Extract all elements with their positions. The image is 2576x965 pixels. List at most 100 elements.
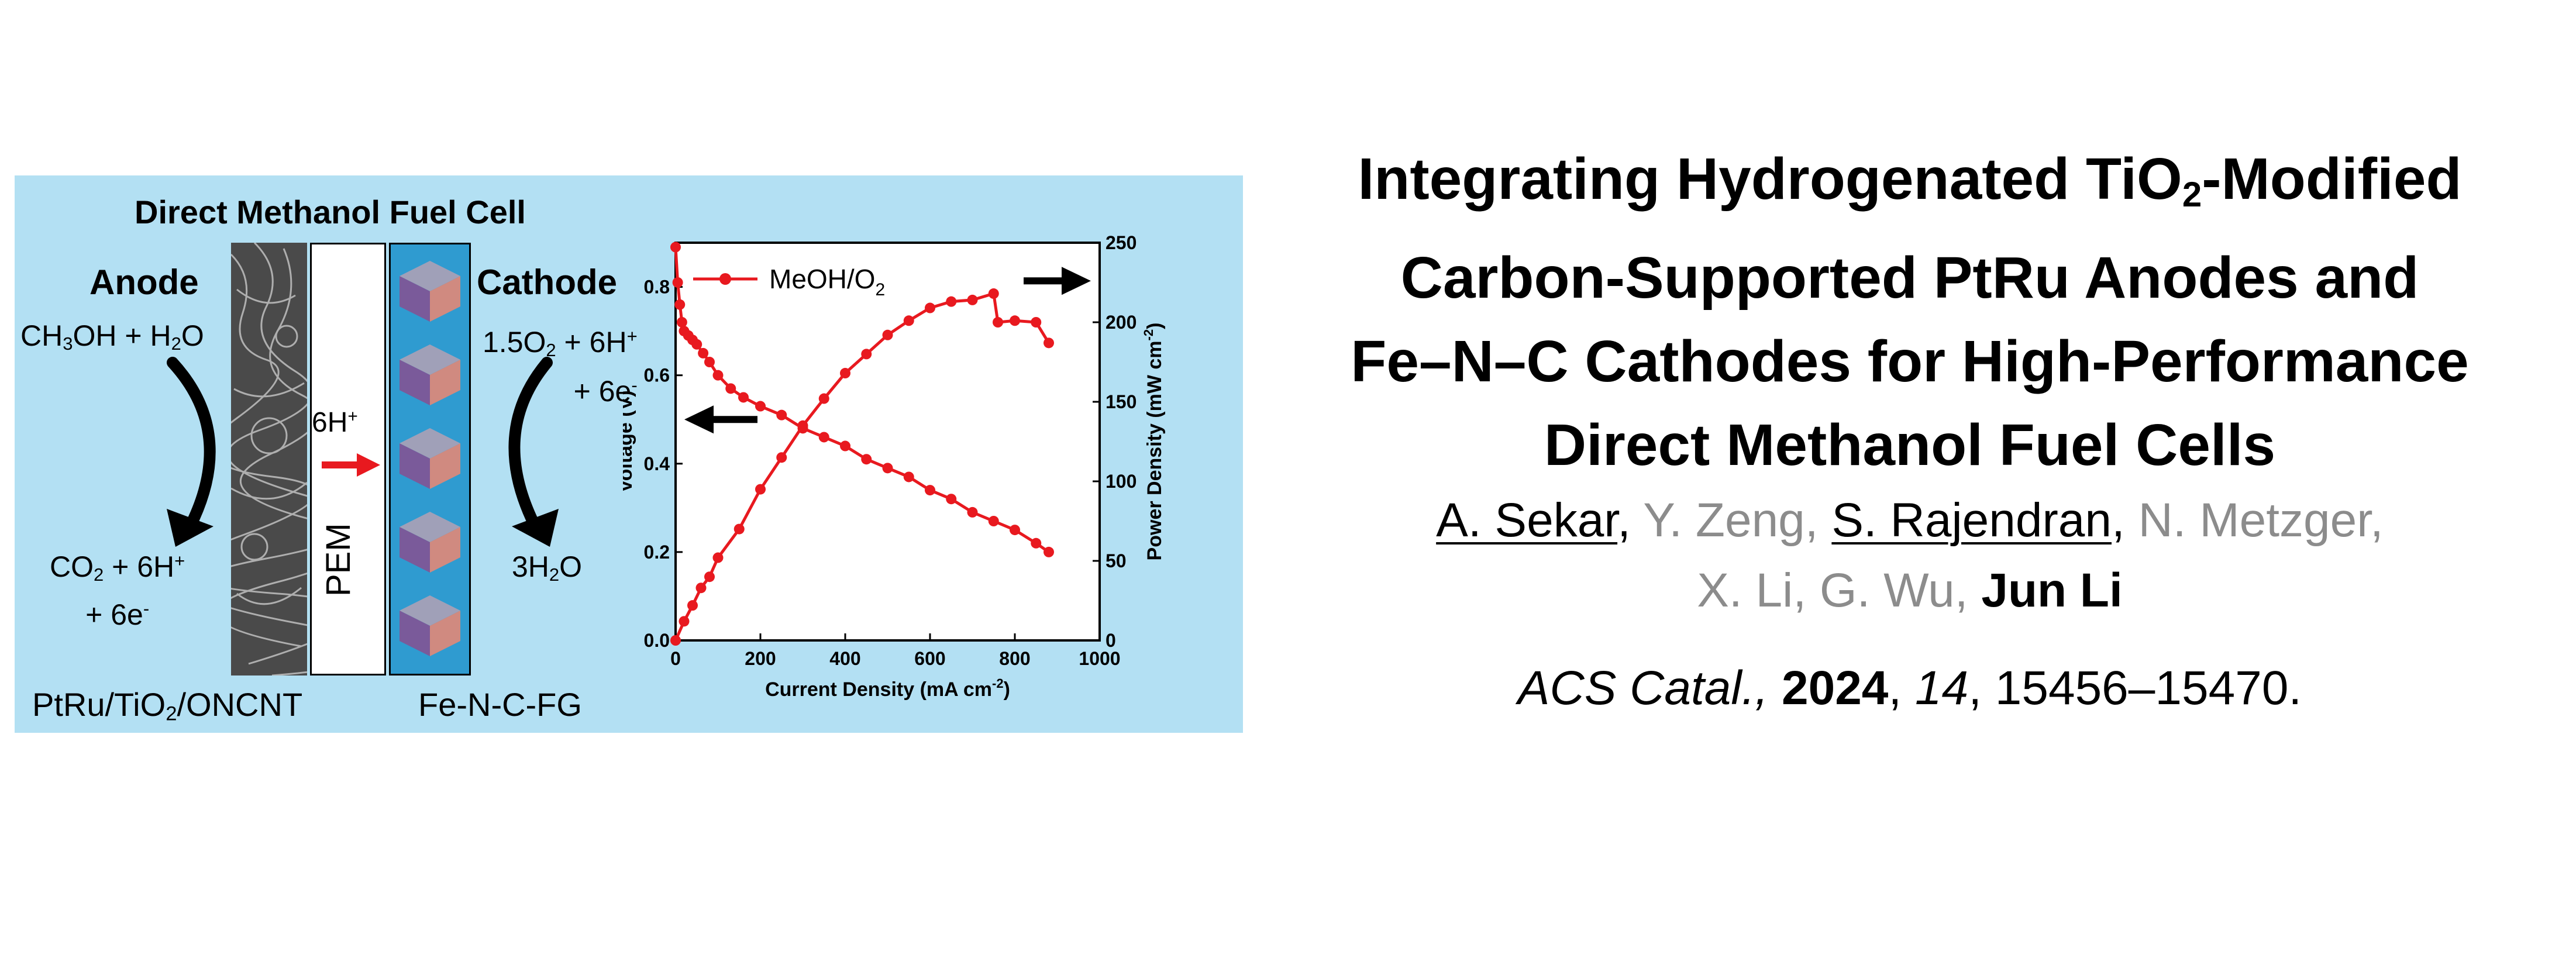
data-point-voltage — [1010, 525, 1020, 536]
title-line-1: Integrating Hydrogenated TiO2-Modified — [1358, 146, 2462, 215]
legend-label: MeOH/O2 — [769, 264, 885, 299]
author-name: G. Wu — [1819, 564, 1955, 617]
data-point-power — [670, 635, 681, 646]
author-list: A. Sekar, Y. Zeng, S. Rajendran, N. Metz… — [1436, 494, 2384, 617]
cathode-label: Cathode — [477, 263, 617, 302]
x-tick-label: 1000 — [1079, 648, 1120, 669]
proton-arrow-icon — [322, 453, 380, 477]
journal-citation: ACS Catal., 2024, 14, 15456–15470. — [1517, 661, 2302, 715]
data-point-voltage — [776, 409, 787, 421]
y-left-tick-label: 0.4 — [644, 453, 670, 474]
data-point-power — [946, 296, 957, 307]
data-point-power — [818, 393, 829, 404]
data-point-power — [1010, 315, 1020, 326]
publication-year: 2024 — [1781, 661, 1889, 715]
data-point-voltage — [988, 516, 999, 526]
x-tick-label: 400 — [829, 648, 860, 669]
data-point-power — [755, 484, 766, 495]
data-point-voltage — [1044, 546, 1054, 557]
y-left-tick-label: 0.0 — [644, 630, 670, 651]
toc-graphic-panel: Direct Methanol Fuel Cell Anode Cathode … — [15, 175, 1243, 733]
anode-label: Anode — [89, 263, 199, 302]
data-point-power — [925, 302, 935, 313]
data-point-voltage — [925, 485, 935, 496]
title-line-4: Direct Methanol Fuel Cells — [1544, 412, 2276, 478]
pem-membrane — [310, 243, 386, 676]
data-point-power — [797, 420, 808, 431]
chart-legend: MeOH/O2 — [693, 264, 885, 299]
anode-texture — [231, 243, 307, 676]
data-point-power — [861, 349, 872, 360]
data-point-power — [695, 583, 707, 594]
data-point-voltage — [818, 432, 829, 443]
data-point-power — [1031, 317, 1042, 328]
data-point-power — [993, 317, 1003, 328]
author-name: N. Metzger — [2138, 494, 2371, 547]
data-point-voltage — [704, 357, 715, 367]
cathode-material-label: Fe-N-C-FG — [418, 686, 582, 723]
catalyst-cube-icon — [400, 512, 460, 573]
proton-label: 6H+ — [312, 406, 358, 438]
data-point-power — [687, 600, 698, 611]
y-right-tick-label: 50 — [1106, 550, 1127, 571]
data-point-power — [882, 329, 893, 340]
data-point-voltage — [691, 339, 702, 350]
y-right-tick-label: 200 — [1106, 312, 1137, 333]
cathode-electrode-layer — [389, 243, 471, 676]
data-point-voltage — [967, 506, 978, 518]
data-point-power — [712, 552, 724, 563]
catalyst-cube-icon — [400, 261, 460, 322]
anode-reaction: CH3OH + H2O — [20, 319, 204, 354]
data-point-power — [1044, 337, 1054, 349]
data-point-power — [988, 288, 999, 299]
data-point-voltage — [725, 383, 736, 394]
data-point-voltage — [861, 454, 872, 465]
data-point-voltage — [946, 494, 957, 505]
voltage-axis-arrow-icon — [684, 405, 757, 434]
data-point-voltage — [672, 277, 683, 288]
data-point-power — [903, 315, 914, 326]
y-right-tick-label: 100 — [1106, 471, 1137, 492]
anode-products: CO2 + 6H+ + 6e- — [50, 550, 185, 631]
y-right-axis-title: Power Density (mW cm-2) — [1141, 323, 1166, 561]
legend-marker — [719, 273, 731, 285]
data-point-voltage — [698, 347, 709, 359]
cell-title: Direct Methanol Fuel Cell — [135, 194, 526, 230]
data-point-voltage — [674, 299, 686, 310]
polarization-chart: 0 200 400 600 800 1000 0.0 0.2 0.4 0.6 0.8 0 50 100 15… — [623, 232, 1166, 701]
data-point-voltage — [712, 370, 724, 381]
data-point-power — [840, 368, 850, 379]
paper-title: Integrating Hydrogenated TiO2-Modified C… — [1252, 137, 2568, 487]
data-point-power — [679, 616, 690, 627]
cathode-reaction-arrow-icon — [508, 357, 559, 547]
power-axis-arrow-icon — [1024, 267, 1091, 295]
data-point-power — [733, 523, 745, 535]
data-point-voltage — [903, 471, 914, 482]
catalyst-cube-icon — [400, 428, 460, 489]
author-name: S. Rajendran — [1831, 494, 2112, 547]
corresponding-author: Jun Li — [1981, 564, 2123, 617]
catalyst-cube-stack — [400, 261, 460, 656]
page-range: , 15456–15470. — [1968, 661, 2302, 715]
journal-name: ACS Catal., — [1517, 661, 1769, 715]
data-point-voltage — [738, 392, 749, 403]
anode-material-label: PtRu/TiO2/ONCNT — [32, 686, 303, 725]
y-left-axis-title: Voltage (V) — [623, 390, 636, 492]
anode-electrode-layer — [231, 243, 307, 676]
title-line-2: Carbon-Supported PtRu Anodes and — [1400, 245, 2419, 311]
data-point-voltage — [882, 463, 893, 474]
x-tick-label: 0 — [670, 648, 681, 669]
x-tick-label: 600 — [914, 648, 945, 669]
author-name: A. Sekar — [1436, 494, 1618, 547]
cathode-product: 3H2O — [512, 550, 583, 585]
data-point-voltage — [676, 317, 687, 328]
x-axis-title: Current Density (mA cm-2) — [765, 676, 1010, 701]
x-tick-label: 200 — [745, 648, 776, 669]
data-point-voltage — [755, 401, 766, 412]
pem-label: PEM — [319, 523, 357, 597]
y-left-tick-label: 0.8 — [644, 277, 670, 298]
x-tick-label: 800 — [999, 648, 1030, 669]
catalyst-cube-icon — [400, 595, 460, 656]
plot-area — [674, 242, 1101, 642]
y-left-tick-label: 0.2 — [644, 542, 670, 563]
